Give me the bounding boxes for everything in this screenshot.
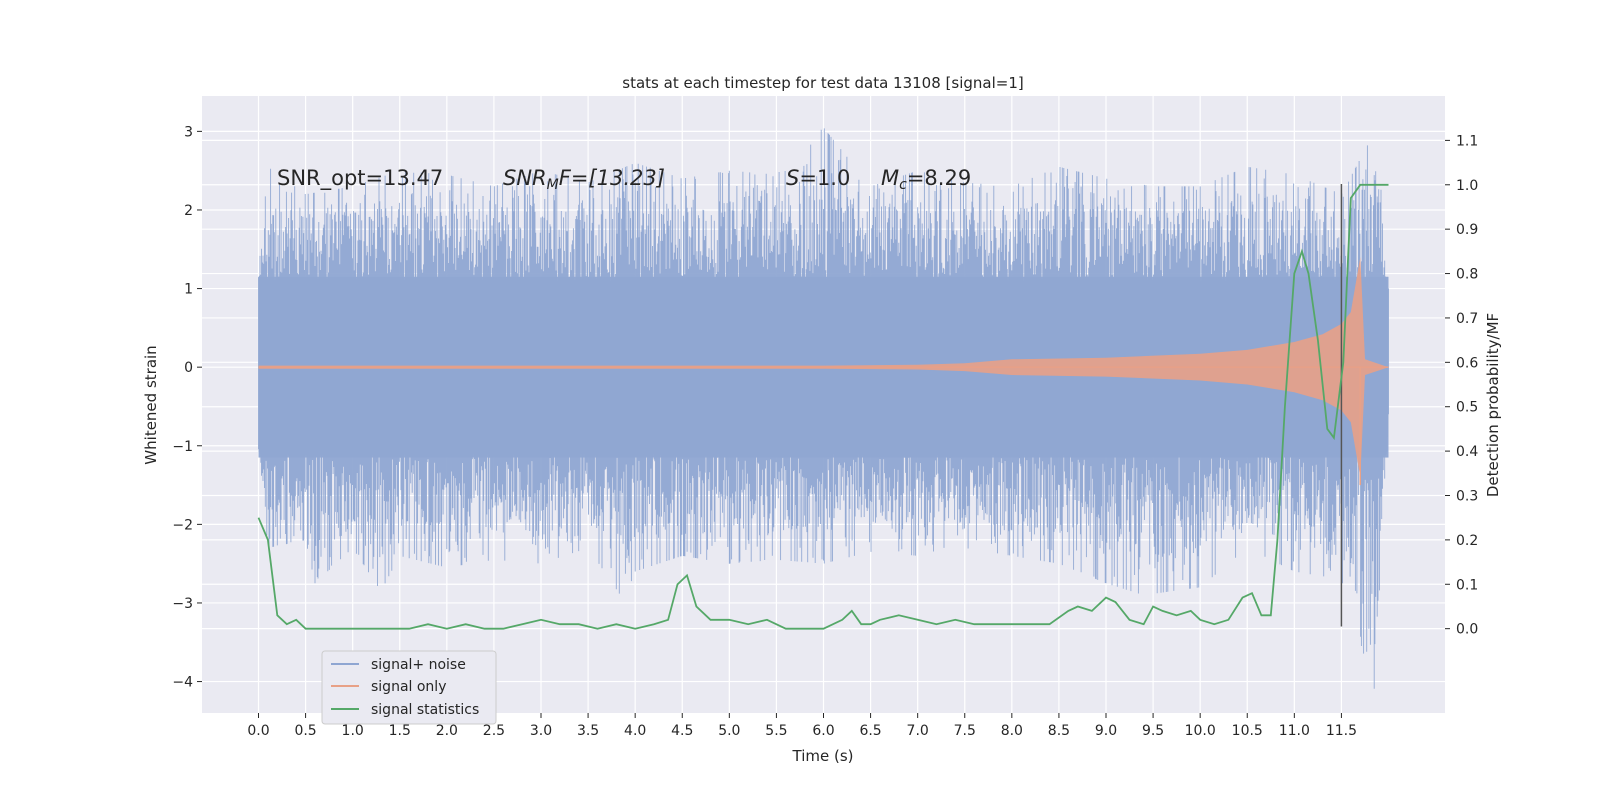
chart-title: stats at each timestep for test data 131… bbox=[622, 74, 1023, 92]
y-tick-label: −4 bbox=[172, 675, 193, 691]
x-tick-label: 9.0 bbox=[1095, 723, 1117, 739]
annotation-snr-mf-tail: F=[13.23] bbox=[559, 166, 665, 190]
y2-tick-label: 0.2 bbox=[1456, 533, 1478, 549]
x-tick-label: 10.0 bbox=[1185, 723, 1216, 739]
x-tick-label: 1.5 bbox=[389, 723, 411, 739]
x-tick-label: 5.0 bbox=[718, 723, 740, 739]
y2-tick-label: 0.6 bbox=[1456, 355, 1478, 371]
y2-axis-label: Detection probability/MF bbox=[1484, 313, 1502, 497]
x-tick-label: 7.0 bbox=[907, 723, 929, 739]
x-tick-label: 8.0 bbox=[1001, 723, 1023, 739]
y-tick-label: 0 bbox=[184, 360, 193, 376]
y2-tick-label: 0.3 bbox=[1456, 488, 1478, 504]
signal-statistics-line bbox=[257, 183, 1389, 630]
x-tick-label: 4.5 bbox=[671, 723, 693, 739]
annotation-snr-mf-name: SNR bbox=[503, 166, 547, 190]
x-tick-label: 10.5 bbox=[1232, 723, 1263, 739]
x-tick-label: 7.5 bbox=[954, 723, 976, 739]
y-tick-label: −3 bbox=[172, 596, 193, 612]
legend: signal+ noise signal only signal statist… bbox=[321, 650, 497, 725]
x-tick-label: 9.5 bbox=[1142, 723, 1164, 739]
y2-tick-label: 1.0 bbox=[1456, 178, 1478, 194]
x-tick-label: 3.5 bbox=[577, 723, 599, 739]
x-tick-label: 8.5 bbox=[1048, 723, 1070, 739]
y2-tick-label: 0.5 bbox=[1456, 400, 1478, 416]
annotation-s-name: S bbox=[786, 166, 799, 190]
x-tick-label: 11.0 bbox=[1279, 723, 1310, 739]
x-tick-label: 1.0 bbox=[342, 723, 364, 739]
y2-tick-label: 0.0 bbox=[1456, 622, 1478, 638]
annotation-mc-name: M bbox=[881, 166, 899, 190]
annotation-snr-mf: SNRMF=[13.23] bbox=[503, 166, 665, 193]
y-tick-label: −1 bbox=[172, 439, 193, 455]
axes: 0.0 0.5 1.0 1.5 2.0 2.5 3.0 3.5 4.0 4.5 5.0 5.5 6.0 6… bbox=[172, 124, 1478, 739]
legend-label-statistics: signal statistics bbox=[371, 702, 479, 718]
x-tick-label: 2.5 bbox=[483, 723, 505, 739]
y2-tick-label: 0.9 bbox=[1456, 222, 1478, 238]
x-tick-label: 4.0 bbox=[624, 723, 646, 739]
y2-tick-label: 1.1 bbox=[1456, 133, 1478, 149]
y-axis-label: Whitened strain bbox=[142, 345, 160, 464]
annotation-s: S=1.0 bbox=[786, 166, 850, 190]
annotation-snr-opt: SNR_opt=13.47 bbox=[277, 166, 443, 191]
x-tick-label: 5.5 bbox=[765, 723, 787, 739]
y2-tick-label: 0.1 bbox=[1456, 577, 1478, 593]
annotation-s-tail: =1.0 bbox=[799, 166, 850, 190]
x-tick-label: 3.0 bbox=[530, 723, 552, 739]
y-tick-label: 2 bbox=[184, 203, 193, 219]
y-tick-label: 1 bbox=[184, 282, 193, 298]
x-tick-label: 2.0 bbox=[436, 723, 458, 739]
y2-tick-label: 0.7 bbox=[1456, 311, 1478, 327]
annotation-snr-mf-sub: M bbox=[547, 177, 559, 193]
x-tick-label: 6.5 bbox=[859, 723, 881, 739]
legend-label-signal: signal only bbox=[371, 679, 446, 695]
annotation-mc-tail: =8.29 bbox=[907, 166, 971, 190]
x-tick-label: 11.5 bbox=[1326, 723, 1357, 739]
signal-statistics-series bbox=[257, 183, 1389, 630]
legend-label-noise: signal+ noise bbox=[371, 657, 466, 673]
x-axis-label: Time (s) bbox=[792, 747, 854, 765]
annotation-mc-sub: c bbox=[899, 177, 907, 193]
y-tick-label: −2 bbox=[172, 517, 193, 533]
y2-tick-label: 0.8 bbox=[1456, 267, 1478, 283]
legend-box bbox=[321, 650, 497, 725]
y2-tick-label: 0.4 bbox=[1456, 444, 1478, 460]
signal-only-series bbox=[258, 257, 1389, 486]
x-tick-label: 0.0 bbox=[247, 723, 269, 739]
annotation-mc: Mc=8.29 bbox=[881, 166, 971, 193]
y-tick-label: 3 bbox=[184, 124, 193, 140]
x-tick-label: 0.5 bbox=[294, 723, 316, 739]
x-tick-label: 6.0 bbox=[812, 723, 834, 739]
